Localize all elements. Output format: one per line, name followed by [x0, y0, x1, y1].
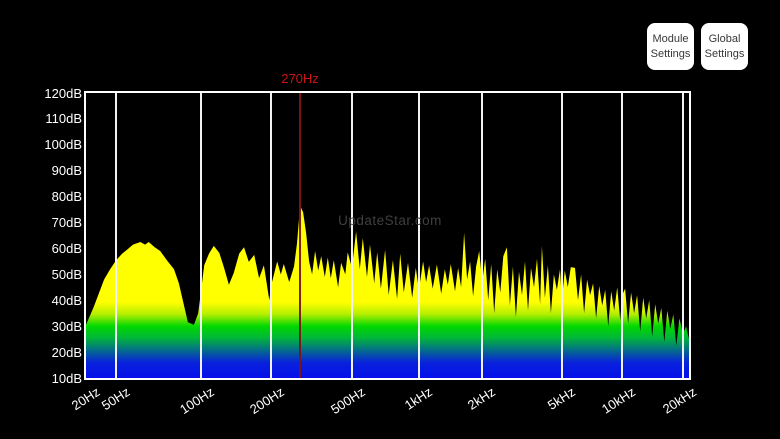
x-axis-tick-label: 5kHz — [545, 384, 579, 413]
gridline-vertical — [480, 93, 483, 378]
x-axis-tick-label: 2kHz — [465, 384, 499, 413]
y-axis-tick-label: 100dB — [44, 137, 82, 153]
x-axis-tick-label: 1kHz — [402, 384, 436, 413]
frequency-marker-line[interactable] — [299, 93, 301, 378]
x-axis-tick-label: 50Hz — [98, 384, 133, 414]
y-axis-tick-label: 20dB — [51, 344, 82, 360]
gridline-vertical — [561, 93, 563, 378]
gridline-vertical — [350, 93, 353, 378]
x-axis-tick-label: 500Hz — [328, 384, 369, 418]
x-axis-tick-label: 20Hz — [68, 384, 103, 414]
y-axis-tick-label: 110dB — [45, 111, 82, 127]
gridline-vertical — [115, 93, 118, 378]
spectrum-area[interactable] — [86, 93, 689, 378]
module-settings-button[interactable]: Module Settings — [647, 23, 694, 70]
x-axis-tick-label: 200Hz — [247, 384, 288, 418]
x-axis-tick-label: 100Hz — [177, 384, 218, 418]
x-axis-tick-label: 20kHz — [660, 384, 700, 417]
watermark: UpdateStar.com — [338, 213, 442, 228]
y-axis-tick-label: 90dB — [51, 163, 82, 179]
y-axis-tick-label: 120dB — [44, 85, 82, 101]
y-axis-tick-label: 80dB — [51, 189, 82, 205]
gridline-vertical — [681, 93, 684, 378]
gridline-vertical — [417, 93, 420, 378]
y-axis-tick-label: 30dB — [51, 318, 82, 334]
y-axis-tick-label: 40dB — [51, 292, 82, 308]
y-axis-tick-label: 10dB — [51, 370, 82, 386]
spectrum-fill — [86, 205, 689, 378]
y-axis-tick-label: 70dB — [51, 215, 82, 231]
x-axis-tick-label: 10kHz — [599, 384, 639, 417]
spectrum-plot-area[interactable] — [84, 91, 691, 380]
gridline-vertical — [621, 93, 623, 378]
global-settings-button[interactable]: Global Settings — [701, 23, 748, 70]
gridline-vertical — [270, 93, 272, 378]
frequency-marker-label: 270Hz — [281, 71, 319, 86]
y-axis-tick-label: 60dB — [51, 240, 82, 256]
y-axis-tick-label: 50dB — [51, 266, 82, 282]
gridline-vertical — [199, 93, 202, 378]
